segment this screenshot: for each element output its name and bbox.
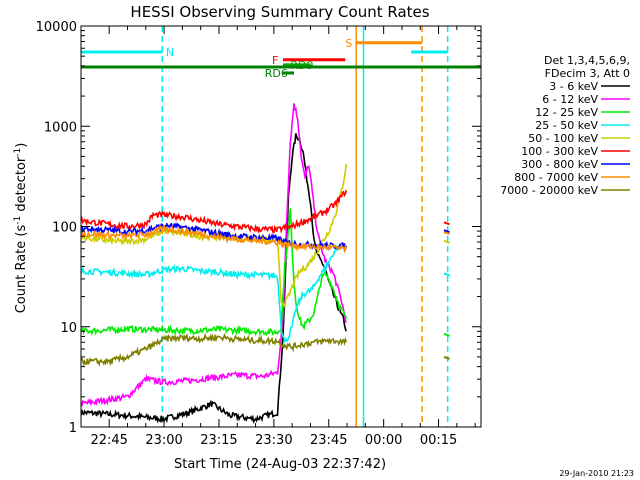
legend-label: 50 - 100 keV	[528, 132, 598, 145]
series-line	[81, 241, 348, 344]
x-axis-label: Start Time (24-Aug-03 22:37:42)	[174, 457, 386, 472]
legend-label: 6 - 12 keV	[542, 93, 598, 106]
legend-label: 100 - 300 keV	[521, 145, 598, 158]
flag-label: F	[272, 54, 278, 67]
x-axis: 22:45 23:00 23:15 23:30 23:45 00:00 00:15	[90, 26, 476, 448]
legend-header-2: FDecim 3, Att 0	[545, 67, 630, 80]
y-tick-label: 1000	[44, 120, 77, 135]
y-tick-label: 10000	[36, 20, 77, 35]
flag-label: S	[345, 37, 352, 50]
series-line	[81, 133, 348, 424]
y-axis-label-part2: detector	[14, 156, 29, 216]
x-tick-label: 23:15	[200, 433, 237, 448]
flag-label: N	[166, 46, 174, 59]
x-tick-label: 22:45	[90, 433, 127, 448]
y-axis-label-sup1: -1	[13, 216, 23, 225]
series-line	[81, 163, 348, 309]
flag-label: RD9	[290, 59, 313, 72]
series-after-gap	[443, 332, 450, 337]
series-line	[81, 208, 348, 337]
series-line	[81, 103, 347, 407]
y-tick-label: 1	[69, 421, 77, 436]
series-after-gap	[443, 221, 450, 226]
legend-label: 300 - 800 keV	[521, 158, 598, 171]
vertical-markers	[161, 26, 449, 427]
series-after-gap	[443, 231, 450, 236]
x-tick-label: 00:15	[420, 433, 457, 448]
flag-label: RD6	[265, 67, 288, 80]
x-tick-label: 00:00	[365, 433, 402, 448]
x-tick-label: 23:00	[145, 433, 182, 448]
series-after-gap	[443, 239, 450, 244]
footer-date: 29-Jan-2010 21:23	[559, 469, 634, 478]
y-axis-label-sup2: -1	[13, 148, 23, 157]
series-line	[81, 189, 348, 234]
legend-label: 25 - 50 keV	[535, 119, 598, 132]
y-tick-label: 10	[60, 321, 77, 336]
y-axis-label-part3: )	[14, 143, 29, 148]
legend-label: 7000 - 20000 keV	[500, 184, 598, 197]
chart-title: HESSI Observing Summary Count Rates	[130, 3, 429, 21]
legend: Det 1,3,4,5,6,9, FDecim 3, Att 0 3 - 6 k…	[500, 54, 630, 197]
y-axis-label-part1: Count Rate (s	[14, 225, 29, 314]
series-after-gap	[443, 355, 450, 360]
series-line	[81, 332, 348, 368]
series-after-gap	[443, 229, 450, 234]
legend-label: 12 - 25 keV	[535, 106, 598, 119]
legend-label: 3 - 6 keV	[549, 80, 598, 93]
y-axis-label: Count Rate (s-1 detector-1)	[13, 143, 29, 314]
legend-label: 800 - 7000 keV	[514, 171, 598, 184]
y-axis: 1 10 100 1000 10000	[36, 20, 481, 436]
series-line	[81, 224, 348, 254]
series-lines	[81, 103, 450, 424]
x-tick-label: 23:45	[310, 433, 347, 448]
x-tick-label: 23:30	[255, 433, 292, 448]
legend-header-1: Det 1,3,4,5,6,9,	[544, 54, 630, 67]
series-after-gap	[443, 272, 450, 277]
y-tick-label: 100	[52, 221, 77, 236]
